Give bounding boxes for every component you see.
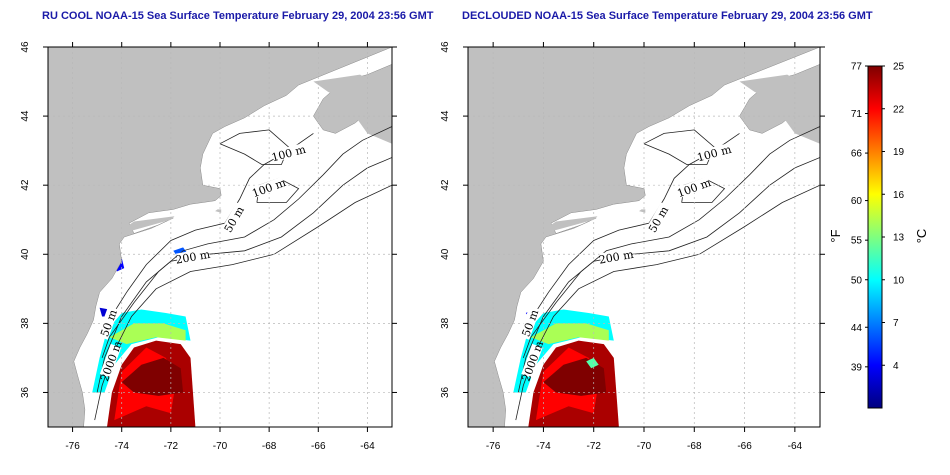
long-island — [543, 216, 598, 234]
nantucket-island — [215, 209, 222, 213]
fahrenheit-tick-label: 60 — [851, 196, 863, 207]
nova-scotia — [313, 74, 392, 144]
x-tick-label: -66 — [311, 441, 326, 452]
x-tick-label: -74 — [114, 441, 129, 452]
contour-label-background — [271, 143, 306, 163]
x-tick-label: -74 — [536, 441, 551, 452]
contour-label-background — [645, 202, 671, 236]
fahrenheit-unit-label: °F — [828, 229, 843, 242]
x-tick-label: -68 — [687, 441, 702, 452]
celsius-tick-label: 19 — [893, 147, 905, 158]
y-tick-label: 36 — [20, 386, 31, 398]
y-tick-label: 44 — [20, 110, 31, 122]
sst-patch — [121, 357, 184, 396]
contour-label-background — [251, 176, 286, 198]
y-tick-label: 42 — [440, 179, 451, 191]
contour-label-background — [676, 176, 711, 198]
fahrenheit-tick-label: 77 — [851, 62, 863, 73]
x-tick-label: -64 — [788, 441, 803, 452]
contour-label-background — [521, 343, 543, 378]
contour-label-background — [99, 343, 122, 378]
nantucket-island — [639, 209, 646, 213]
contour-label: 200 m — [598, 248, 635, 267]
celsius-tick-label: 4 — [893, 361, 899, 372]
contour-label-background — [697, 143, 731, 163]
y-tick-label: 40 — [440, 248, 451, 260]
colorbar-scale — [867, 65, 883, 409]
fahrenheit-tick-label: 71 — [851, 109, 863, 120]
x-tick-label: -66 — [737, 441, 752, 452]
celsius-unit-label: °C — [914, 229, 929, 244]
fahrenheit-tick-label: 66 — [851, 149, 863, 160]
sst-patch — [586, 357, 599, 369]
y-tick-label: 46 — [20, 41, 31, 53]
temperature-colorbar: 25 22 19 16 13 10 7 4 77 71 66 60 55 50 44 39 °F °C — [828, 62, 929, 409]
sst-field — [468, 47, 820, 427]
celsius-tick-label: 7 — [893, 318, 899, 329]
celsius-tick-label: 13 — [893, 233, 905, 244]
long-island — [121, 216, 175, 234]
celsius-tick-label: 22 — [893, 104, 905, 115]
land-mass — [48, 47, 392, 427]
contour-label: 200 m — [175, 248, 212, 267]
fahrenheit-tick-label: 44 — [851, 323, 863, 334]
sst-field — [48, 47, 392, 427]
sst-patch — [109, 323, 186, 345]
y-tick-label: 38 — [440, 317, 451, 329]
y-tick-label: 40 — [20, 248, 31, 260]
x-tick-label: -72 — [164, 441, 179, 452]
contour-label-background — [518, 305, 541, 340]
fahrenheit-tick-label: 55 — [851, 236, 863, 247]
celsius-tick-label: 16 — [893, 190, 905, 201]
land-mass — [468, 47, 820, 427]
celsius-tick-label: 10 — [893, 275, 905, 286]
x-tick-label: -72 — [586, 441, 601, 452]
fahrenheit-tick-label: 50 — [851, 275, 863, 286]
contour-label-background — [175, 248, 210, 265]
contour-label-background — [220, 202, 247, 236]
right-panel-title: DECLOUDED NOAA-15 Sea Surface Temperatur… — [462, 10, 873, 22]
bathymetry-contour — [517, 157, 820, 393]
fahrenheit-tick-label: 39 — [851, 362, 863, 373]
y-tick-label: 42 — [20, 179, 31, 191]
y-tick-label: 46 — [440, 41, 451, 53]
contour-label-background — [599, 248, 633, 265]
x-tick-label: -70 — [637, 441, 652, 452]
x-tick-label: -70 — [213, 441, 228, 452]
x-tick-label: -64 — [360, 441, 375, 452]
x-tick-label: -76 — [65, 441, 80, 452]
bathymetry-contour — [522, 126, 820, 359]
y-tick-label: 44 — [440, 110, 451, 122]
x-tick-label: -76 — [486, 441, 501, 452]
y-tick-label: 36 — [440, 386, 451, 398]
contour-label-background — [97, 305, 119, 340]
left-panel-title: RU COOL NOAA-15 Sea Surface Temperature … — [42, 10, 434, 22]
y-tick-label: 38 — [20, 317, 31, 329]
sst-patch — [530, 323, 609, 345]
celsius-tick-label: 25 — [893, 62, 905, 73]
bathymetry-contour — [101, 126, 392, 359]
x-tick-label: -68 — [262, 441, 277, 452]
nova-scotia — [739, 74, 820, 144]
